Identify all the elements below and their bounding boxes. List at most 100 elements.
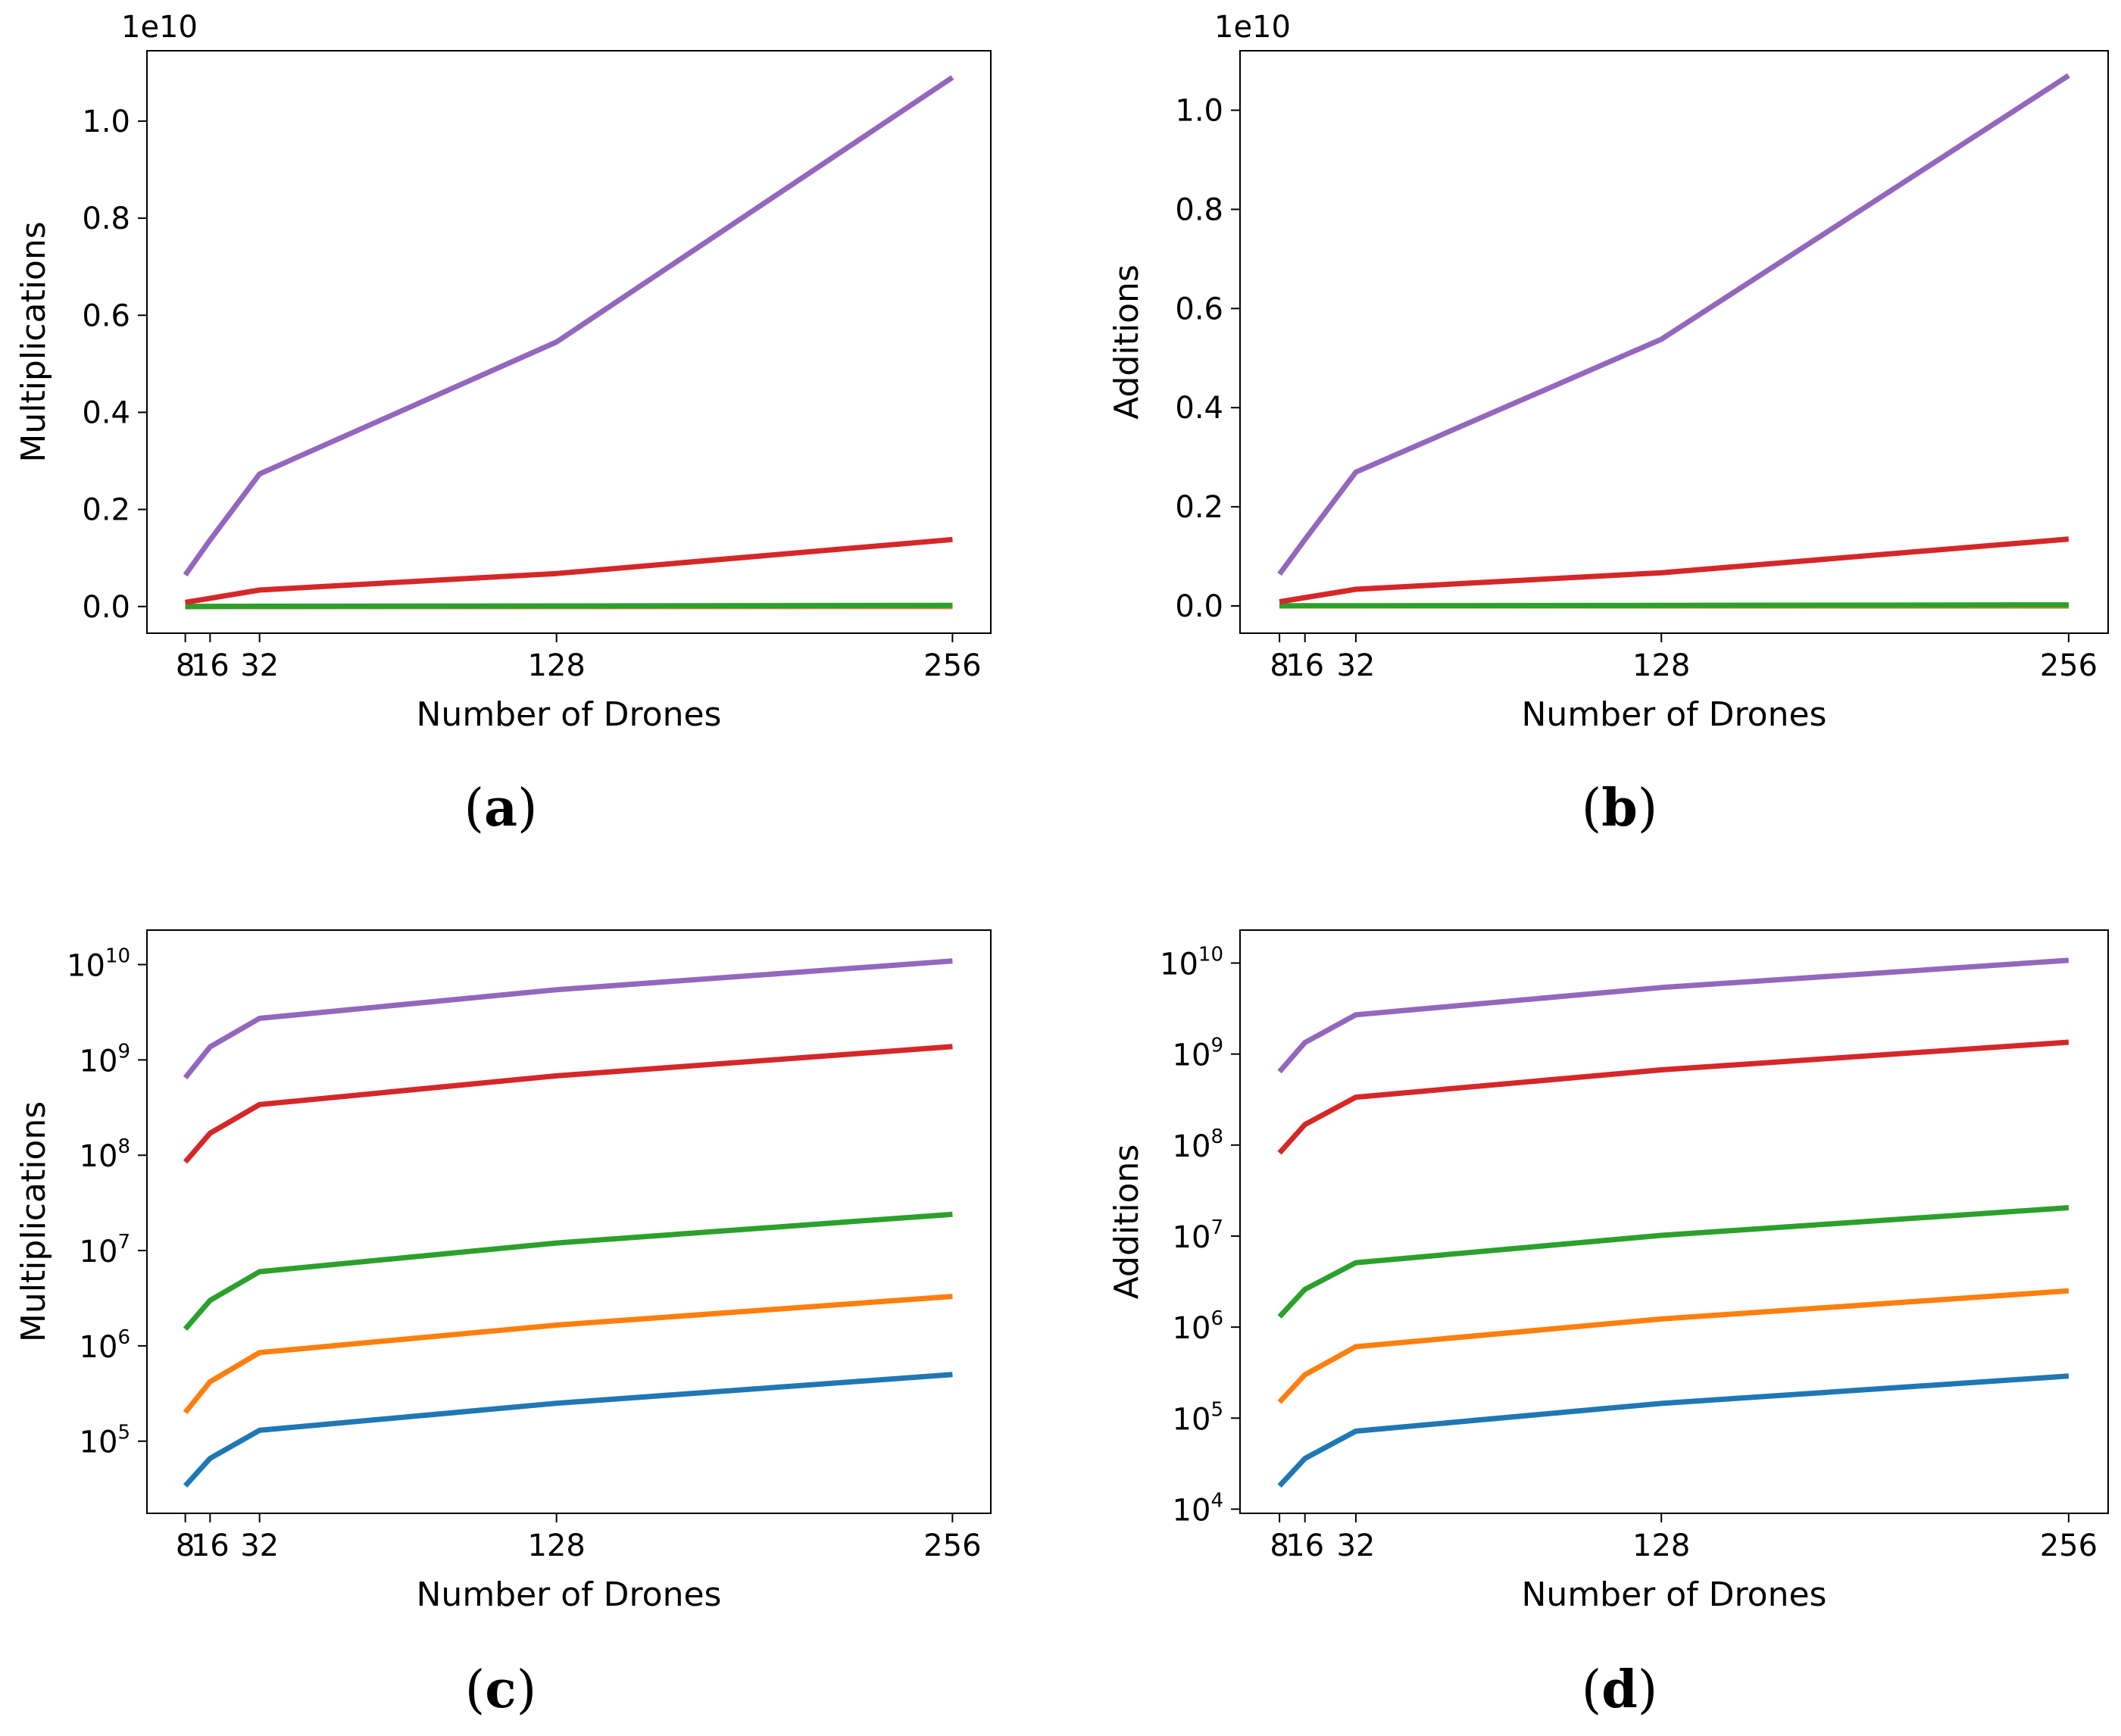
y-tick-label: 109 [1173, 1035, 1223, 1073]
series-line-1 [183, 1372, 953, 1488]
axes-frame [146, 929, 992, 1514]
x-tick-label: 8 [176, 648, 195, 683]
x-tick-label: 128 [1632, 648, 1690, 683]
series-line-3 [183, 1211, 953, 1331]
series-group [1277, 957, 2069, 1488]
y-tick-base: 10 [1173, 1494, 1211, 1528]
panel-caption: (a) [464, 778, 537, 838]
x-tick-label: 8 [1270, 648, 1289, 683]
y-tick-exponent: 7 [1210, 1216, 1223, 1239]
y-tick-exponent: 8 [1210, 1126, 1223, 1148]
series-line-5 [183, 958, 953, 1080]
series-line-4 [1277, 1039, 2069, 1155]
x-tick-label: 32 [1336, 648, 1375, 683]
series-line-5 [1277, 957, 2069, 1074]
x-axis-label: Number of Drones [1522, 1575, 1827, 1614]
y-tick-label: 1.0 [82, 105, 130, 139]
y-tick-label: 104 [1173, 1490, 1223, 1528]
x-tick-label: 256 [923, 648, 981, 683]
x-axis-label: Number of Drones [1522, 695, 1827, 734]
x-tick-label: 32 [240, 1528, 279, 1563]
x-tick-label: 256 [923, 1528, 981, 1563]
y-tick-exponent: 4 [1210, 1490, 1223, 1513]
y-tick-label: 106 [1173, 1307, 1223, 1346]
y-axis-label: Additions [1107, 1144, 1146, 1300]
series-line-3 [1277, 1205, 2069, 1319]
x-tick-label: 128 [1632, 1528, 1690, 1563]
caption-open-paren: ( [1582, 1660, 1602, 1720]
series-group [183, 75, 954, 610]
x-tick-label: 32 [1336, 1528, 1375, 1563]
x-tick-label: 256 [2040, 1528, 2098, 1563]
chart-b: 816 32 128 256 0.0 0.2 0.4 0.6 0.8 1.0 1e10 Number … [1107, 10, 2109, 838]
series-line-2 [183, 1294, 953, 1415]
y-tick-base: 10 [80, 1330, 118, 1365]
y-tick-label: 0.6 [82, 298, 130, 333]
y-tick-label: 105 [1173, 1398, 1223, 1437]
series-group [1277, 73, 2070, 609]
y-tick-label: 109 [80, 1040, 130, 1079]
y-tick-base: 10 [67, 949, 105, 984]
y-tick-exponent: 10 [1198, 943, 1223, 966]
y-tick-label: 1.0 [1175, 94, 1223, 129]
y-tick-exponent: 7 [117, 1231, 130, 1254]
y-tick-label: 1010 [67, 945, 130, 984]
y-axis-label: Additions [1107, 264, 1146, 420]
x-tick-label: 128 [527, 648, 585, 683]
series-group [183, 958, 953, 1488]
y-tick-label: 1010 [1160, 943, 1223, 982]
y-tick-label: 0.0 [82, 590, 130, 625]
panel-caption: (d) [1582, 1660, 1658, 1720]
y-tick-label: 105 [80, 1422, 130, 1460]
caption-close-paren: ) [1638, 1660, 1658, 1720]
caption-close-paren: ) [517, 1660, 537, 1720]
series-line-3 [185, 602, 953, 610]
caption-letter: a [484, 778, 517, 838]
y-tick-label: 0.0 [1175, 589, 1223, 624]
caption-open-paren: ( [465, 1660, 486, 1720]
y-tick-exponent: 6 [117, 1326, 130, 1349]
y-tick-base: 10 [80, 1044, 118, 1079]
y-tick-label: 0.6 [1175, 292, 1223, 326]
y-tick-exponent: 5 [1210, 1398, 1223, 1421]
panel-caption: (c) [465, 1660, 536, 1720]
y-tick-base: 10 [1173, 1129, 1211, 1164]
y-tick-label: 0.4 [82, 395, 130, 430]
caption-letter: d [1601, 1660, 1638, 1720]
y-tick-exponent: 6 [1210, 1307, 1223, 1330]
x-tick-label: 16 [1285, 1528, 1324, 1563]
y-tick-base: 10 [1173, 1038, 1211, 1073]
axes-frame [1239, 929, 2109, 1514]
y-offset-text: 1e10 [1214, 10, 1291, 45]
series-line-3 [1279, 602, 2069, 609]
axes-frame [146, 50, 992, 634]
y-tick-base: 10 [80, 1139, 118, 1174]
series-line-1 [1277, 1373, 2069, 1488]
chart-a: 816 32 128 256 0.0 0.2 0.4 0.6 0.8 1.0 1e10 Number … [14, 10, 992, 838]
x-axis-label: Number of Drones [417, 695, 722, 734]
y-tick-exponent: 10 [105, 945, 130, 968]
x-tick-label: 128 [527, 1528, 585, 1563]
y-axis-label: Multiplications [14, 1101, 53, 1342]
caption-open-paren: ( [464, 779, 484, 838]
y-tick-label: 0.2 [82, 493, 130, 528]
x-axis-label: Number of Drones [417, 1575, 722, 1614]
caption-open-paren: ( [1582, 779, 1602, 838]
y-tick-label: 108 [1173, 1126, 1223, 1164]
y-tick-label: 106 [80, 1326, 130, 1365]
y-tick-exponent: 9 [117, 1040, 130, 1063]
caption-close-paren: ) [517, 779, 538, 838]
y-tick-label: 0.2 [1175, 490, 1223, 525]
series-line-5 [1277, 73, 2070, 576]
chart-d: 816 32 128 2561041051061071081091010Number … [1107, 929, 2109, 1720]
x-tick-label: 32 [240, 648, 279, 683]
y-offset-text: 1e10 [121, 10, 198, 45]
series-line-2 [1277, 1288, 2069, 1404]
x-tick-label: 8 [176, 1528, 195, 1563]
x-tick-label: 16 [191, 1528, 230, 1563]
series-line-5 [183, 75, 954, 577]
y-tick-base: 10 [1173, 1402, 1211, 1437]
y-tick-base: 10 [1173, 1311, 1211, 1346]
series-line-4 [185, 536, 953, 605]
